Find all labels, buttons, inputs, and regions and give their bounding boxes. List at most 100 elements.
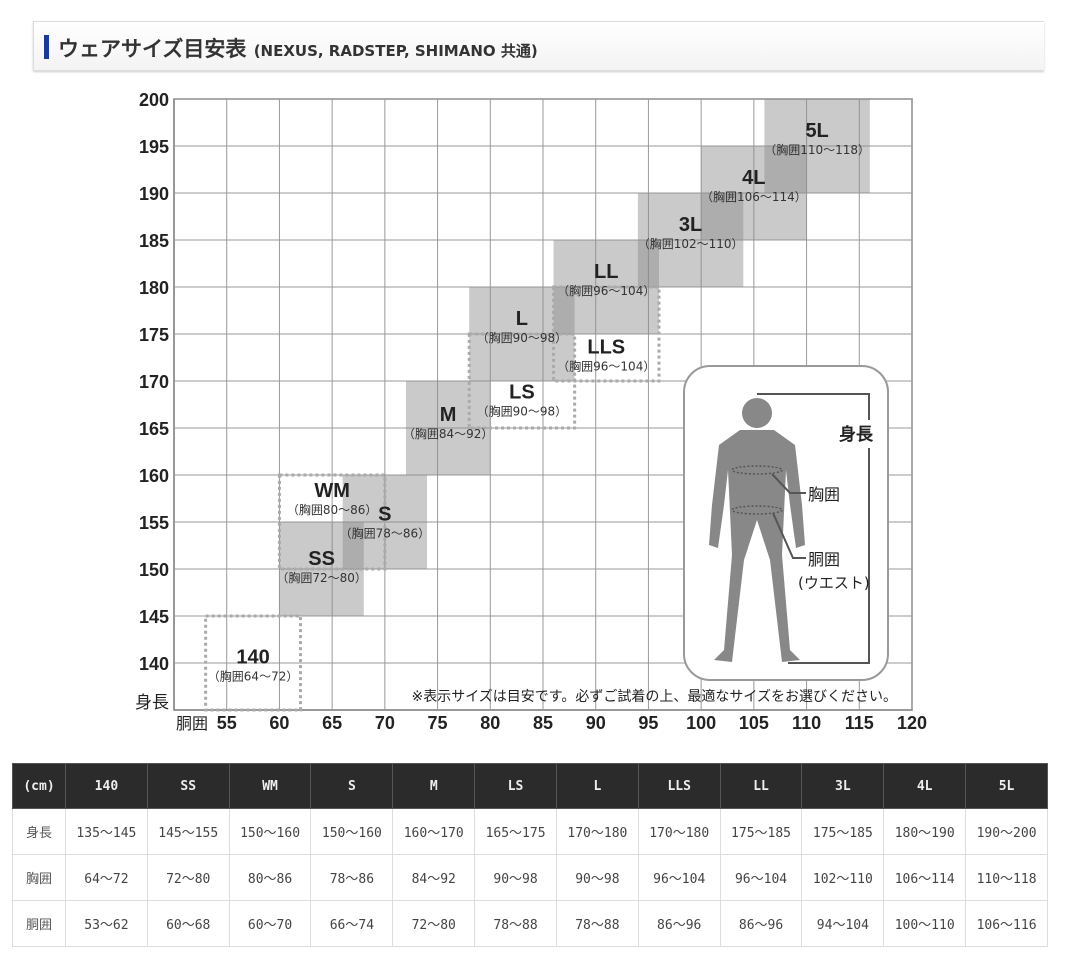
column-header: LL <box>719 763 803 809</box>
table-cell: 66〜74 <box>310 900 394 947</box>
table-cell: 72〜80 <box>146 854 230 901</box>
column-header: S <box>310 763 394 809</box>
column-header: 140 <box>65 763 148 809</box>
row-header: 胴囲 <box>12 900 66 947</box>
table-cell: 135〜145 <box>65 808 148 855</box>
size-label: 5L <box>805 120 828 142</box>
table-cell: 170〜180 <box>555 808 639 855</box>
size-label: SS <box>308 548 335 570</box>
table-row: 身長 135〜145 145〜155 150〜160 150〜160 160〜170 165… <box>12 808 1048 855</box>
y-tick-label: 190 <box>139 184 169 204</box>
column-header: 3L <box>801 763 885 809</box>
x-tick-label: 100 <box>686 713 716 733</box>
column-header: (cm) <box>12 763 66 809</box>
column-header: 5L <box>965 763 1048 809</box>
waist-ring-icon <box>731 505 783 515</box>
chest-range-label: （胸囲84〜92） <box>403 426 494 441</box>
table-cell: 94〜104 <box>801 900 885 947</box>
y-tick-label: 150 <box>139 560 169 580</box>
x-tick-label: 120 <box>897 713 927 733</box>
accent-bar <box>44 35 49 59</box>
table-cell: 64〜72 <box>65 854 148 901</box>
waist-leader <box>772 512 806 559</box>
title-subtitle: (NEXUS, RADSTEP, SHIMANO 共通) <box>253 42 538 60</box>
human-figure-icon <box>709 430 805 662</box>
table-cell: 150〜160 <box>310 808 394 855</box>
table-cell: 180〜190 <box>883 808 967 855</box>
table-cell: 78〜88 <box>555 900 639 947</box>
x-tick-label: 55 <box>217 713 237 733</box>
head-icon <box>742 398 772 428</box>
x-tick-label: 110 <box>792 713 821 733</box>
table-cell: 80〜86 <box>228 854 312 901</box>
height-bracket <box>757 393 870 664</box>
size-label: LL <box>594 261 618 283</box>
chest-range-label: （胸囲64〜72） <box>208 669 299 684</box>
table-cell: 90〜98 <box>474 854 557 901</box>
table-cell: 84〜92 <box>392 854 476 901</box>
table-cell: 86〜96 <box>637 900 721 947</box>
size-box-140 <box>204 614 303 712</box>
table-row: 胴囲 53〜62 60〜68 60〜70 66〜74 72〜80 78〜88 78〜88 86〜… <box>12 900 1048 947</box>
table-cell: 96〜104 <box>637 854 721 901</box>
x-tick-label: 75 <box>428 713 448 733</box>
y-tick-label: 200 <box>139 90 169 110</box>
table-cell: 53〜62 <box>65 900 148 947</box>
table-cell: 60〜70 <box>228 900 312 947</box>
size-label: WM <box>314 480 350 502</box>
chest-range-label: （胸囲106〜114） <box>701 189 807 204</box>
table-row: 胸囲 64〜72 72〜80 80〜86 78〜86 84〜92 90〜98 90〜98 96〜… <box>12 854 1048 901</box>
row-header: 胸囲 <box>12 854 66 901</box>
size-chart: 140（胸囲64〜72）SS（胸囲72〜80）WM（胸囲80〜86） S（胸囲78… <box>135 90 927 733</box>
table-cell: 145〜155 <box>146 808 230 855</box>
chest-range-label: （胸囲80〜86） <box>287 502 378 517</box>
y-tick-label: 160 <box>139 466 169 486</box>
figure-chest-label: 胸囲 <box>808 485 840 504</box>
table-cell: 86〜96 <box>719 900 803 947</box>
size-table: (cm) 140 SS WM S M LS L LLS LL 3L 4L 5L 身長 135〜145 145… <box>12 763 1048 947</box>
size-label: 3L <box>679 214 702 236</box>
chest-range-label: （胸囲96〜104） <box>557 283 655 298</box>
page-title: ウェアサイズ目安表 (NEXUS, RADSTEP, SHIMANO 共通) <box>58 33 538 63</box>
table-cell: 175〜185 <box>719 808 803 855</box>
figure-waist-label: 胴囲 <box>808 550 840 569</box>
x-tick-label: 80 <box>480 713 500 733</box>
size-label: S <box>378 504 391 526</box>
x-tick-label: 115 <box>845 713 874 733</box>
size-label: M <box>440 404 457 426</box>
column-header: LLS <box>637 763 721 809</box>
table-cell: 102〜110 <box>801 854 885 901</box>
table-cell: 170〜180 <box>637 808 721 855</box>
table-cell: 72〜80 <box>392 900 476 947</box>
size-box-wm <box>277 473 387 571</box>
size-label: 140 <box>236 647 269 669</box>
size-box-l <box>469 287 575 381</box>
figure-height-label: 身長 <box>839 424 874 445</box>
chest-range-label: （胸囲90〜98） <box>477 404 568 419</box>
column-header: M <box>392 763 476 809</box>
size-box-4l <box>701 146 807 240</box>
x-tick-label: 65 <box>322 713 342 733</box>
chest-ring-icon <box>731 465 783 475</box>
column-header: LS <box>474 763 557 809</box>
table-cell: 190〜200 <box>965 808 1048 855</box>
y-tick-label: 170 <box>139 372 169 392</box>
size-label: LLS <box>587 336 625 358</box>
chest-range-label: （胸囲110〜118） <box>764 142 870 157</box>
chest-range-label: （胸囲102〜110） <box>638 236 744 251</box>
table-cell: 165〜175 <box>474 808 557 855</box>
note-text: ※表示サイズは目安です。必ずご試着の上、最適なサイズをお選びください。 <box>412 688 898 705</box>
size-label: LS <box>509 382 535 404</box>
chest-range-label: （胸囲78〜86） <box>340 526 431 541</box>
row-header: 身長 <box>12 808 66 855</box>
chest-leader <box>771 473 806 494</box>
table-cell: 90〜98 <box>555 854 639 901</box>
table-cell: 78〜86 <box>310 854 394 901</box>
table-cell: 96〜104 <box>719 854 803 901</box>
x-tick-label: 70 <box>375 713 395 733</box>
column-header: L <box>555 763 639 809</box>
table-cell: 110〜118 <box>965 854 1048 901</box>
chest-range-label: （胸囲90〜98） <box>477 330 568 345</box>
table-cell: 160〜170 <box>392 808 476 855</box>
size-box-m <box>405 381 491 475</box>
